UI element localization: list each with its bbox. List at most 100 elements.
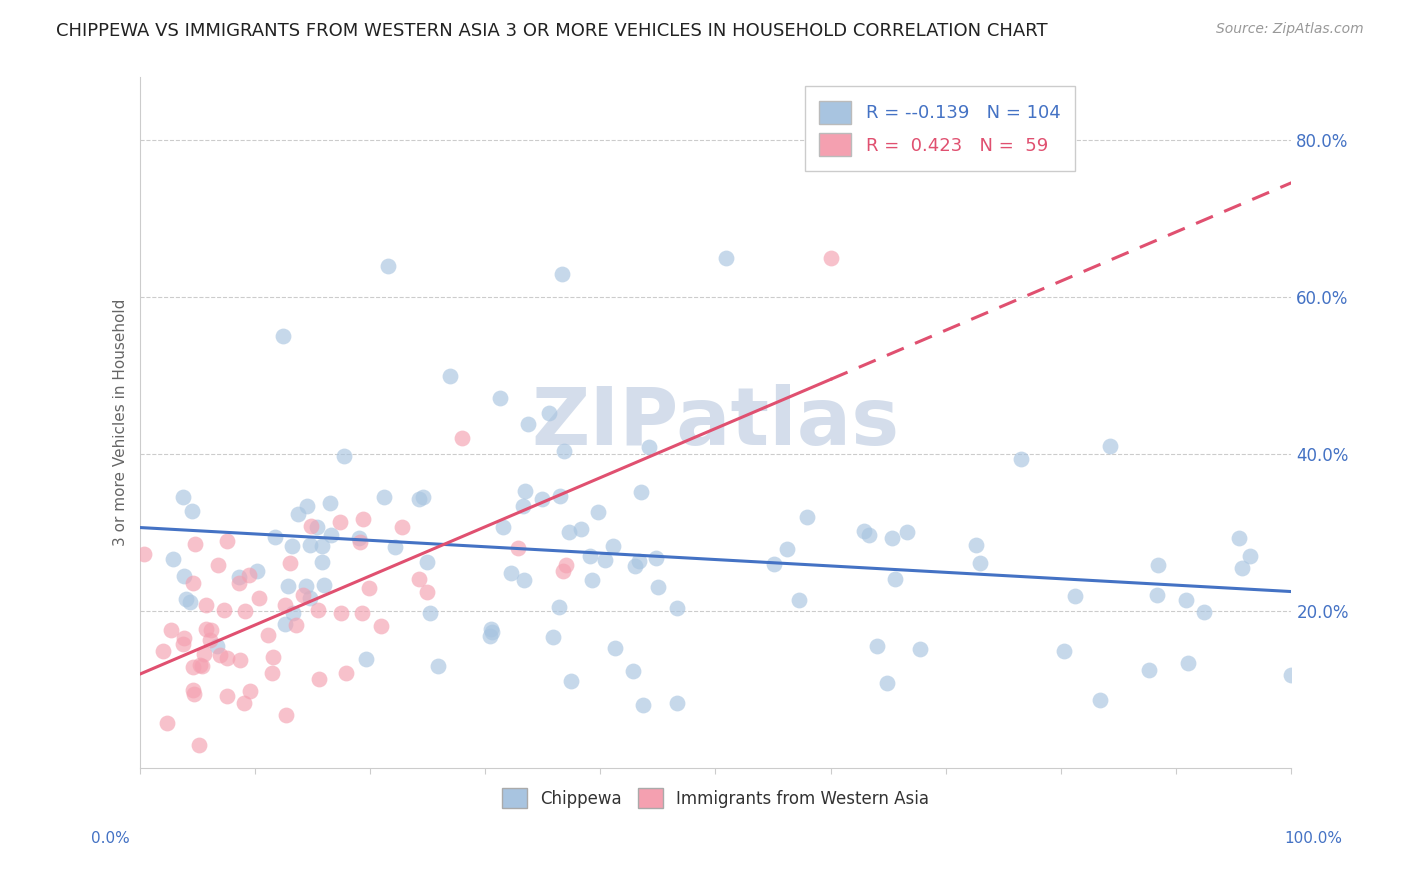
Point — [512, 573, 534, 587]
Point — [866, 640, 889, 654]
Point — [246, 564, 269, 578]
Point — [298, 538, 321, 552]
Point — [512, 499, 534, 513]
Point — [181, 504, 204, 518]
Point — [391, 520, 413, 534]
Point — [173, 569, 195, 583]
Point — [284, 617, 307, 632]
Point — [195, 598, 218, 612]
Point — [307, 520, 329, 534]
Text: 0.0%: 0.0% — [91, 831, 131, 846]
Point — [1053, 644, 1076, 658]
Point — [239, 684, 262, 698]
Point — [481, 624, 503, 639]
Point — [190, 659, 212, 673]
Point — [228, 576, 250, 591]
Point — [198, 633, 221, 648]
Point — [287, 507, 309, 521]
Point — [884, 573, 907, 587]
Point — [193, 648, 215, 662]
Point — [415, 555, 437, 569]
Point — [183, 659, 205, 673]
Point — [631, 698, 654, 713]
Point — [537, 406, 560, 420]
Point — [1099, 439, 1122, 453]
Point — [308, 672, 330, 686]
Point — [1227, 531, 1250, 545]
Point — [1239, 549, 1261, 564]
Point — [637, 440, 659, 454]
Point — [647, 581, 669, 595]
Point — [273, 329, 295, 343]
Point — [217, 651, 239, 665]
Point — [174, 591, 197, 606]
Point — [160, 623, 183, 637]
Point — [217, 689, 239, 703]
Point — [217, 534, 239, 549]
Point — [233, 604, 256, 618]
Point — [416, 585, 439, 599]
Point — [412, 490, 434, 504]
Point — [194, 622, 217, 636]
Point — [162, 551, 184, 566]
Point — [630, 485, 652, 500]
Point — [295, 500, 318, 514]
Point — [179, 594, 201, 608]
Text: Source: ZipAtlas.com: Source: ZipAtlas.com — [1216, 22, 1364, 37]
Point — [349, 532, 371, 546]
Point — [579, 549, 602, 564]
Point — [541, 630, 564, 644]
Point — [1279, 668, 1302, 682]
Point — [966, 538, 988, 552]
Point — [666, 696, 689, 710]
Point — [560, 673, 582, 688]
Point — [207, 558, 229, 573]
Point — [621, 664, 644, 678]
Point — [188, 738, 211, 752]
Point — [515, 483, 537, 498]
Point — [352, 606, 374, 620]
Point — [349, 534, 371, 549]
Point — [882, 532, 904, 546]
Point — [548, 490, 571, 504]
Point — [1090, 693, 1112, 707]
Point — [787, 593, 810, 607]
Point — [156, 715, 179, 730]
Point — [479, 623, 502, 637]
Point — [312, 577, 335, 591]
Point — [1146, 588, 1168, 602]
Point — [852, 524, 875, 538]
Point — [183, 687, 205, 701]
Y-axis label: 3 or more Vehicles in Household: 3 or more Vehicles in Household — [114, 299, 128, 547]
Point — [233, 696, 256, 710]
Point — [330, 607, 353, 621]
Point — [419, 606, 441, 620]
Point — [553, 564, 575, 578]
Point — [603, 641, 626, 656]
Point — [352, 512, 374, 526]
Point — [627, 554, 650, 568]
Point — [547, 599, 569, 614]
Point — [354, 652, 377, 666]
Point — [1147, 558, 1170, 573]
Point — [624, 558, 647, 573]
Point — [274, 708, 297, 723]
Point — [516, 417, 538, 431]
Point — [377, 259, 399, 273]
Point — [491, 520, 513, 534]
Point — [228, 569, 250, 583]
Point — [665, 601, 688, 615]
Point — [551, 267, 574, 281]
Point — [969, 556, 991, 570]
Point — [277, 579, 299, 593]
Point — [554, 558, 576, 572]
Point — [132, 547, 155, 561]
Point — [256, 628, 278, 642]
Point — [183, 537, 205, 551]
Point — [172, 490, 194, 504]
Point — [408, 573, 430, 587]
Point — [1230, 561, 1253, 575]
Point — [181, 575, 204, 590]
Point — [311, 556, 333, 570]
Point — [295, 579, 318, 593]
